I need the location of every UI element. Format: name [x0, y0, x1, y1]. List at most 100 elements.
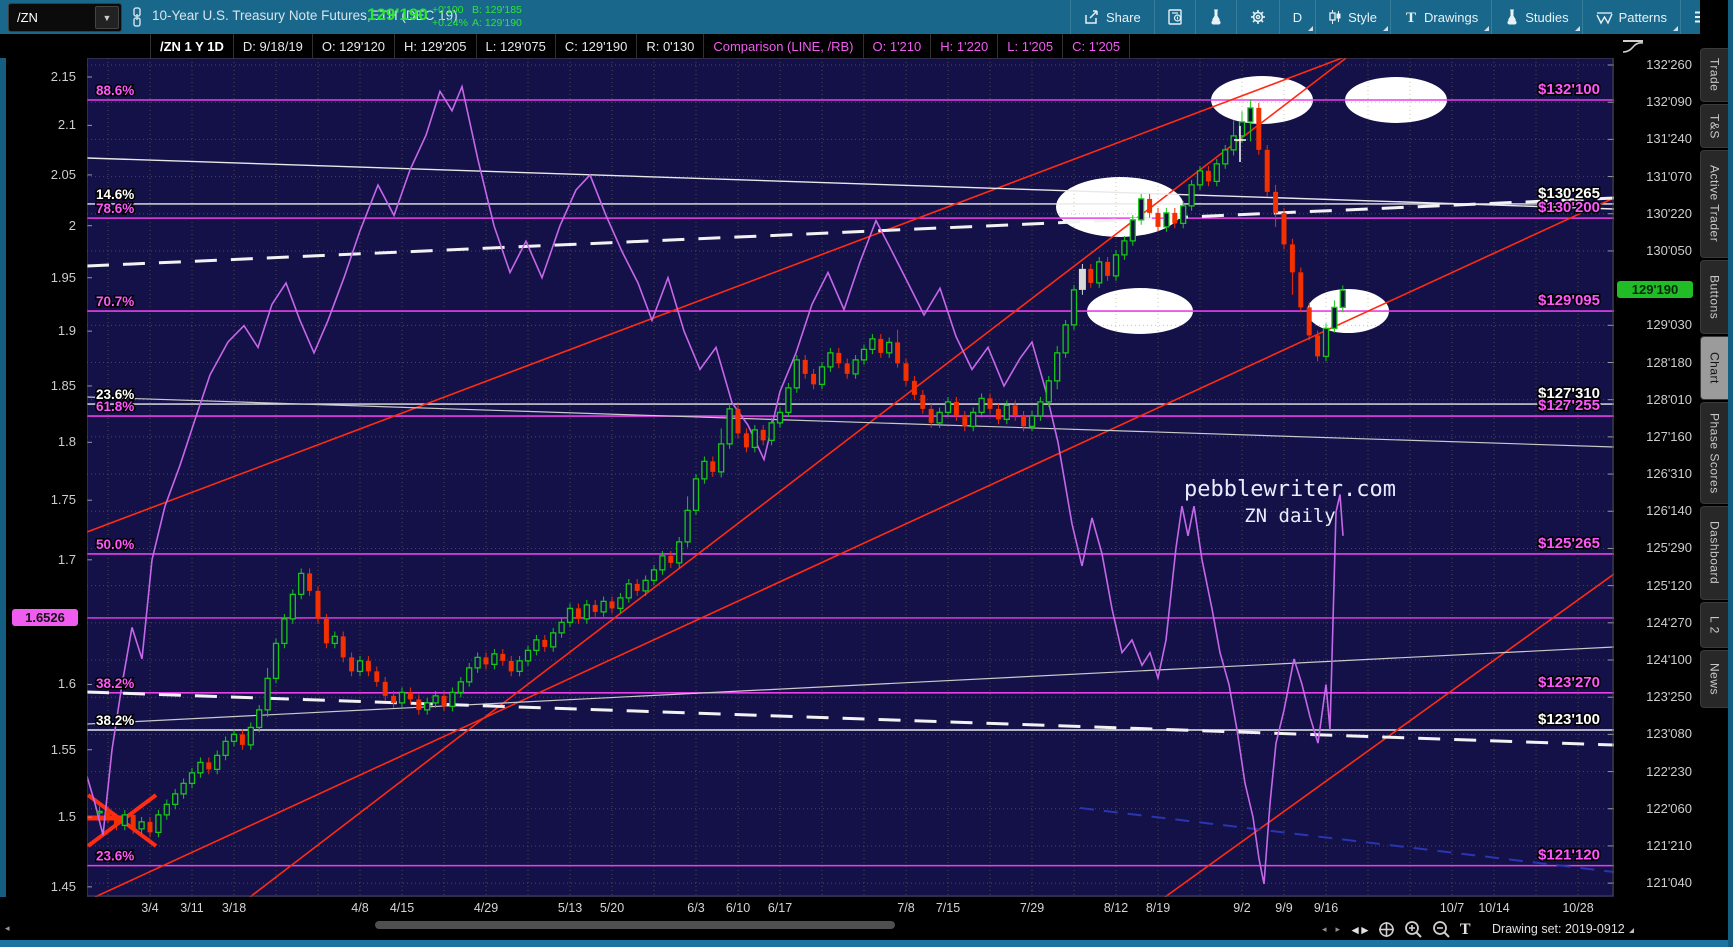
- share-button[interactable]: Share: [1070, 0, 1154, 34]
- sidebar-tab-active-trader[interactable]: Active Trader: [1700, 150, 1728, 258]
- fib-pct-label: 38.2%: [96, 713, 134, 728]
- pan-crosshair-icon[interactable]: [1378, 921, 1395, 938]
- zoom-in-icon[interactable]: [1404, 920, 1423, 939]
- fit-scale-icon[interactable]: [1620, 38, 1646, 61]
- red-uptrend-shallow[interactable]: [87, 58, 1350, 533]
- symbol-input[interactable]: /ZN ▼: [8, 3, 122, 32]
- drawing-set-selector[interactable]: Drawing set: 2019-0912: [1492, 922, 1634, 936]
- candle-body: [1264, 149, 1270, 192]
- comparison-line-rb[interactable]: [87, 83, 1344, 885]
- candle-body: [944, 401, 952, 414]
- right-axis-tick: 132'260: [1646, 57, 1692, 72]
- candle-body: [852, 359, 859, 375]
- patterns-button[interactable]: Patterns: [1581, 0, 1680, 34]
- left-axis-tick: 2.15: [50, 69, 76, 84]
- candle-body: [289, 593, 296, 620]
- candle-body: [491, 653, 498, 666]
- scroll-left-icon[interactable]: ◂: [1322, 924, 1327, 934]
- annotation-ellipse[interactable]: [1056, 177, 1184, 237]
- horizontal-scrollbar-thumb[interactable]: [375, 921, 895, 929]
- zoom-out-icon[interactable]: [1432, 920, 1451, 939]
- candle-body: [550, 632, 557, 648]
- pan-left-icon[interactable]: ◂: [5, 923, 10, 933]
- symbol-dropdown-arrow[interactable]: ▼: [95, 6, 119, 29]
- text-tool-icon[interactable]: T: [1459, 920, 1471, 938]
- sidebar-tab-label: Phase Scores: [1707, 412, 1722, 494]
- candle-body: [903, 363, 909, 381]
- date-tick: 8/19: [1145, 901, 1171, 915]
- watermark-line1: pebblewriter.com: [1184, 477, 1396, 502]
- white-trend-upper[interactable]: [87, 157, 1614, 210]
- candle-body: [1129, 219, 1136, 242]
- comparison-label[interactable]: Comparison (LINE, /RB): [704, 34, 864, 58]
- candle-body: [1322, 327, 1330, 358]
- fib-pct-label: 14.6%: [96, 187, 134, 202]
- candle-body: [785, 387, 792, 414]
- candle-body: [172, 793, 179, 806]
- date-tick: 3/4: [141, 901, 159, 915]
- right-axis-tick: 125'120: [1646, 577, 1692, 593]
- candle-body: [676, 541, 683, 564]
- red-uptrend-steep[interactable]: [249, 58, 1350, 897]
- drawings-button[interactable]: T Drawings: [1390, 0, 1491, 34]
- watermark-line2: ZN daily: [1244, 505, 1336, 527]
- sidebar-tab-chart[interactable]: Chart: [1700, 336, 1728, 400]
- flask-button[interactable]: [1194, 0, 1236, 34]
- red-lower-right[interactable]: [1164, 573, 1614, 897]
- sidebar-tab-label: Buttons: [1707, 274, 1722, 320]
- white-dashed-lower[interactable]: [87, 690, 1614, 747]
- candle-body: [995, 408, 1001, 420]
- candle-body: [516, 660, 523, 673]
- left-axis-tick: 1.6: [57, 676, 76, 692]
- fib-price-label: $132'100: [1538, 81, 1600, 98]
- button-label: Patterns: [1618, 9, 1667, 25]
- sidebar-tab-label: T&S: [1707, 113, 1722, 139]
- right-axis-tick: 126'140: [1646, 503, 1692, 519]
- candle-body: [398, 691, 406, 704]
- studies-button[interactable]: Studies: [1491, 0, 1581, 34]
- left-axis-tick: 1.7: [57, 551, 76, 567]
- candle-body: [718, 443, 725, 473]
- candle-body: [1045, 380, 1052, 403]
- sidebar-tab-news[interactable]: News: [1700, 650, 1728, 708]
- white-trend-mid[interactable]: [87, 396, 1614, 448]
- ohlc-cell: C: 129'190: [556, 34, 638, 58]
- candle-body: [331, 635, 338, 645]
- sidebar-tab-phase-scores[interactable]: Phase Scores: [1700, 402, 1728, 504]
- white-trend-lower[interactable]: [87, 646, 1614, 725]
- sidebar-tab-dashboard[interactable]: Dashboard: [1700, 506, 1728, 600]
- candle-body: [886, 341, 893, 354]
- sidebar-tab-buttons[interactable]: Buttons: [1700, 260, 1728, 334]
- candle-body: [760, 429, 766, 441]
- chart-canvas[interactable]: $132'100 88.6% $130'265 14.6% $130'200 78.6% $…: [87, 58, 1614, 897]
- d-button[interactable]: D: [1278, 0, 1315, 34]
- date-tick: 9/2: [1233, 901, 1251, 915]
- scroll-right-icon[interactable]: ▸: [1335, 924, 1341, 934]
- candle-body: [1339, 289, 1346, 309]
- report-button[interactable]: [1153, 0, 1195, 34]
- left-axis-tick: 1.5: [57, 809, 76, 825]
- candle-body: [1138, 198, 1145, 221]
- right-axis-tick: 126'310: [1646, 466, 1692, 482]
- sidebar-tab-t-s[interactable]: T&S: [1700, 104, 1728, 148]
- candle-body: [1096, 261, 1103, 284]
- expand-horizontal-icon[interactable]: ◄►: [1349, 922, 1371, 937]
- candle-body: [449, 691, 456, 708]
- gear-button[interactable]: [1235, 0, 1279, 34]
- candle-body: [356, 660, 364, 673]
- red-channel-lower[interactable]: [94, 197, 1614, 897]
- navy-dashed[interactable]: [1079, 807, 1614, 873]
- chart-toolbar: /ZN ▼ 10-Year U.S. Treasury Note Futures…: [0, 0, 1733, 35]
- style-button[interactable]: Style: [1315, 0, 1390, 34]
- candle-body: [130, 814, 136, 829]
- sidebar-tab-trade[interactable]: Trade: [1700, 48, 1728, 102]
- candle-body: [432, 695, 439, 704]
- candle-body: [474, 656, 481, 669]
- sidebar-tab-l-2[interactable]: L 2: [1700, 602, 1728, 648]
- link-icon[interactable]: [130, 7, 144, 30]
- ohlc-cell: O: 129'120: [313, 34, 396, 58]
- white-dashed-upper[interactable]: [87, 196, 1614, 268]
- fib-price-label: $125'265: [1538, 535, 1600, 552]
- candle-body: [1112, 254, 1120, 277]
- right-axis-tick: 121'210: [1646, 837, 1692, 853]
